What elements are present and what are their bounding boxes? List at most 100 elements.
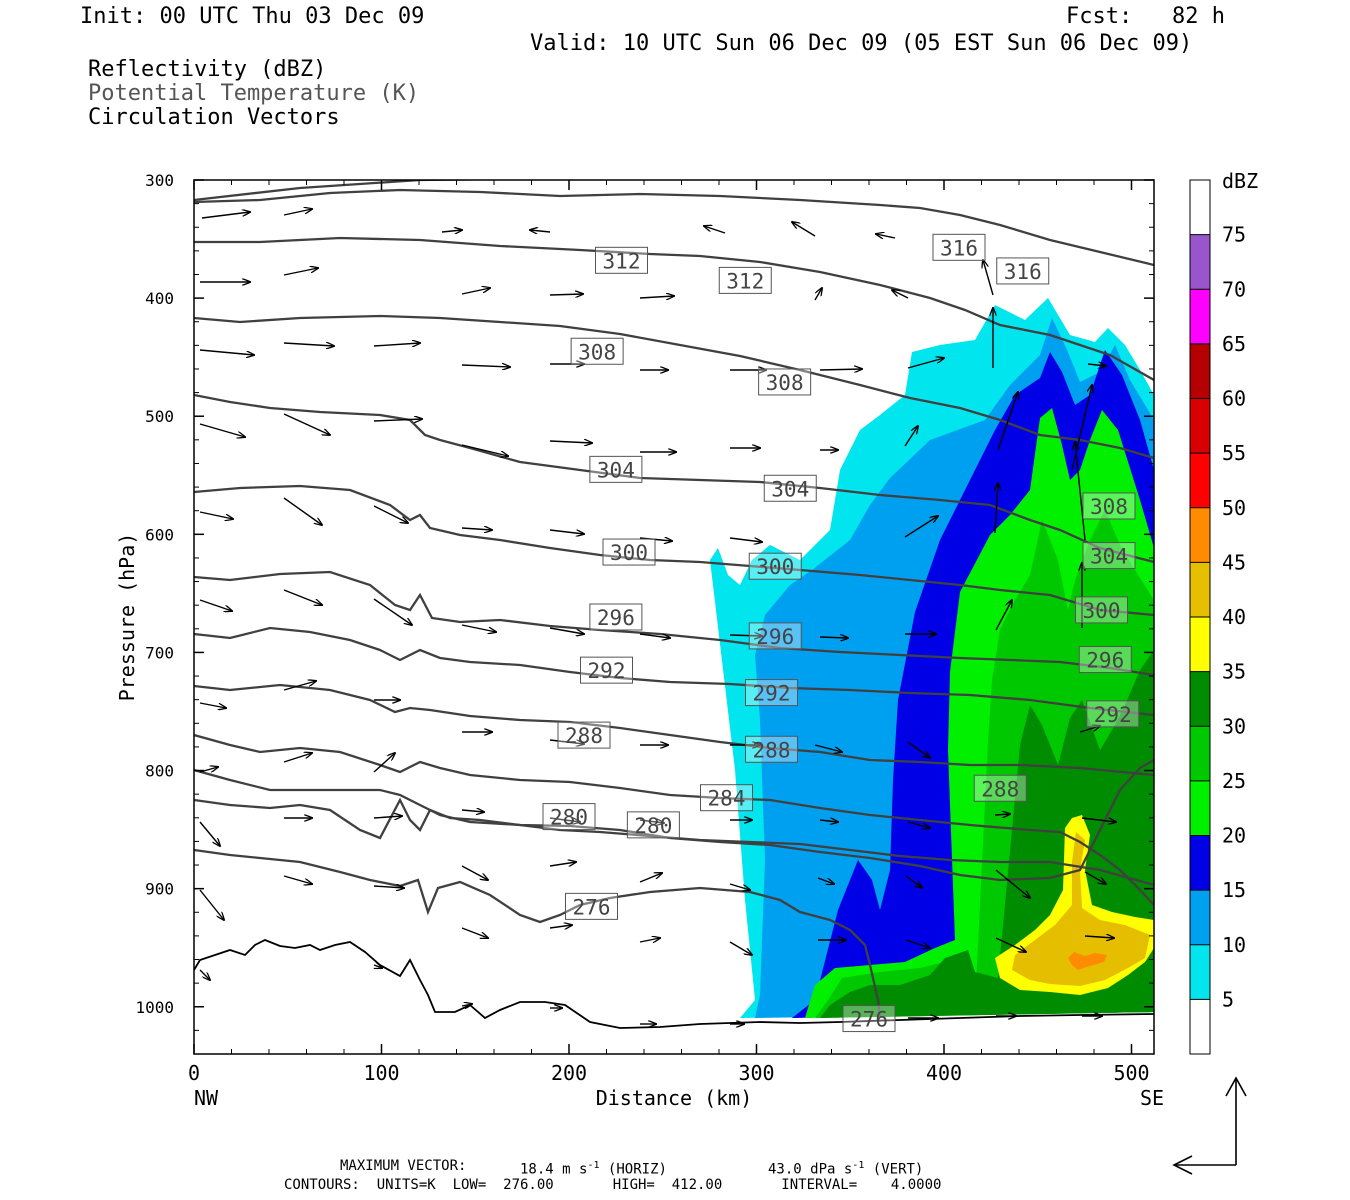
colorbar-swatch: [1190, 289, 1210, 344]
theta-label-box: [748, 552, 802, 580]
vector: [907, 741, 930, 758]
colorbar-label: 60: [1222, 387, 1246, 411]
theta-label: 276: [565, 892, 618, 920]
theta-label-text: 292: [588, 659, 626, 683]
vector: [373, 816, 402, 818]
vector: [373, 598, 412, 625]
colorbar-swatch: [1190, 835, 1210, 891]
vector: [817, 877, 834, 884]
theta-label-box: [700, 784, 753, 812]
y-tick-label: 1000: [135, 998, 174, 1017]
vector: [199, 511, 233, 519]
vector: [1087, 364, 1106, 366]
theta-label: 300: [748, 552, 802, 580]
theta-contour: [194, 236, 1154, 381]
theta-label-box: [745, 679, 798, 707]
colorbar-swatch: [1190, 780, 1210, 836]
theta-contour: [194, 939, 1154, 1029]
colorbar-label: 75: [1222, 223, 1246, 247]
init-time: Init: 00 UTC Thu 03 Dec 09: [80, 4, 425, 29]
theta-label-text: 308: [578, 340, 616, 364]
vector: [549, 862, 576, 867]
vector: [283, 268, 318, 276]
vector: [983, 260, 994, 296]
vector: [905, 939, 930, 948]
vector: [199, 423, 245, 437]
vector: [995, 483, 998, 534]
vector: [995, 937, 1026, 952]
colorbar-swatch: [1190, 999, 1210, 1054]
horiz-tag: (HORIZ): [607, 1161, 667, 1178]
vector: [792, 222, 816, 237]
vector: [201, 212, 250, 219]
x-tick-label: 100: [363, 1061, 399, 1085]
x-tick-label: 0: [188, 1061, 200, 1085]
vector: [199, 702, 226, 708]
theta-label-text: 312: [726, 269, 764, 293]
theta-label: 304: [589, 455, 643, 483]
theta-label-box: [565, 892, 618, 920]
theta-label-box: [580, 656, 633, 684]
vert-tag: (VERT): [872, 1161, 924, 1178]
forecast-hour: Fcst: 82 h: [1066, 4, 1225, 29]
colorbar-label: 5: [1222, 987, 1234, 1011]
x-tick-label: 200: [551, 1061, 587, 1085]
colorbar-title: dBZ: [1222, 169, 1258, 193]
x-end-left: NW: [194, 1086, 219, 1110]
theta-label-box: [973, 774, 1027, 802]
colorbar-swatch: [1190, 671, 1210, 727]
horiz-exp: -1: [587, 1160, 600, 1171]
theta-label-box: [932, 233, 986, 261]
vector: [283, 589, 322, 605]
vector: [1084, 871, 1106, 884]
plot-frame: [193, 179, 1155, 1055]
vector: [995, 600, 1012, 631]
y-tick-label: 500: [145, 407, 174, 426]
vector: [283, 209, 312, 216]
colorbar-label: 30: [1222, 714, 1246, 738]
theta-contours: [194, 180, 1154, 1029]
theta-label-box: [745, 735, 798, 763]
vector: [639, 538, 672, 541]
theta-label-box: [1082, 542, 1136, 570]
refl-40dbz: [1012, 832, 1150, 986]
theta-label-text: 288: [753, 738, 791, 762]
theta-label-box: [1075, 596, 1128, 624]
colorbar: 5 10 15 20 25 30 35 40 45 50 55 60 65 70 75: [1189, 179, 1246, 1055]
vector: [549, 441, 592, 443]
theta-label: 284: [700, 784, 753, 812]
field-circulation-vectors: Circulation Vectors: [88, 105, 340, 130]
vector: [549, 739, 584, 744]
reference-vector-icon: [1172, 1076, 1247, 1175]
vector: [530, 230, 551, 232]
vector: [639, 938, 660, 942]
y-axis-title: Pressure (hPa): [115, 533, 139, 702]
theta-contour: [194, 393, 1154, 564]
theta-label: 300: [1075, 596, 1128, 624]
vector: [876, 234, 896, 238]
vector: [994, 814, 1010, 815]
vector: [904, 426, 918, 447]
x-tick-label: 500: [1113, 1061, 1149, 1085]
vector: [892, 290, 909, 299]
theta-contour: [194, 484, 1154, 617]
horiz-value: 18.4 m s: [520, 1161, 588, 1178]
field-potential-temperature: Potential Temperature (K): [88, 81, 420, 106]
theta-contour: [194, 848, 882, 1019]
vector: [729, 635, 762, 636]
vector: [814, 288, 822, 301]
theta-label-box: [1086, 700, 1140, 728]
theta-label-text: 288: [565, 724, 603, 748]
x-end-right: SE: [1140, 1086, 1164, 1110]
vector: [704, 226, 726, 234]
theta-label: 308: [1082, 492, 1136, 520]
vector: [907, 358, 944, 369]
y-tick-label: 700: [145, 643, 174, 662]
vector: [283, 753, 312, 763]
colorbar-swatch: [1190, 453, 1210, 508]
theta-label: 312: [718, 266, 772, 294]
vector: [461, 365, 510, 367]
theta-label-text: 292: [753, 682, 791, 706]
theta-contour: [194, 180, 524, 202]
theta-contour: [194, 570, 1154, 677]
